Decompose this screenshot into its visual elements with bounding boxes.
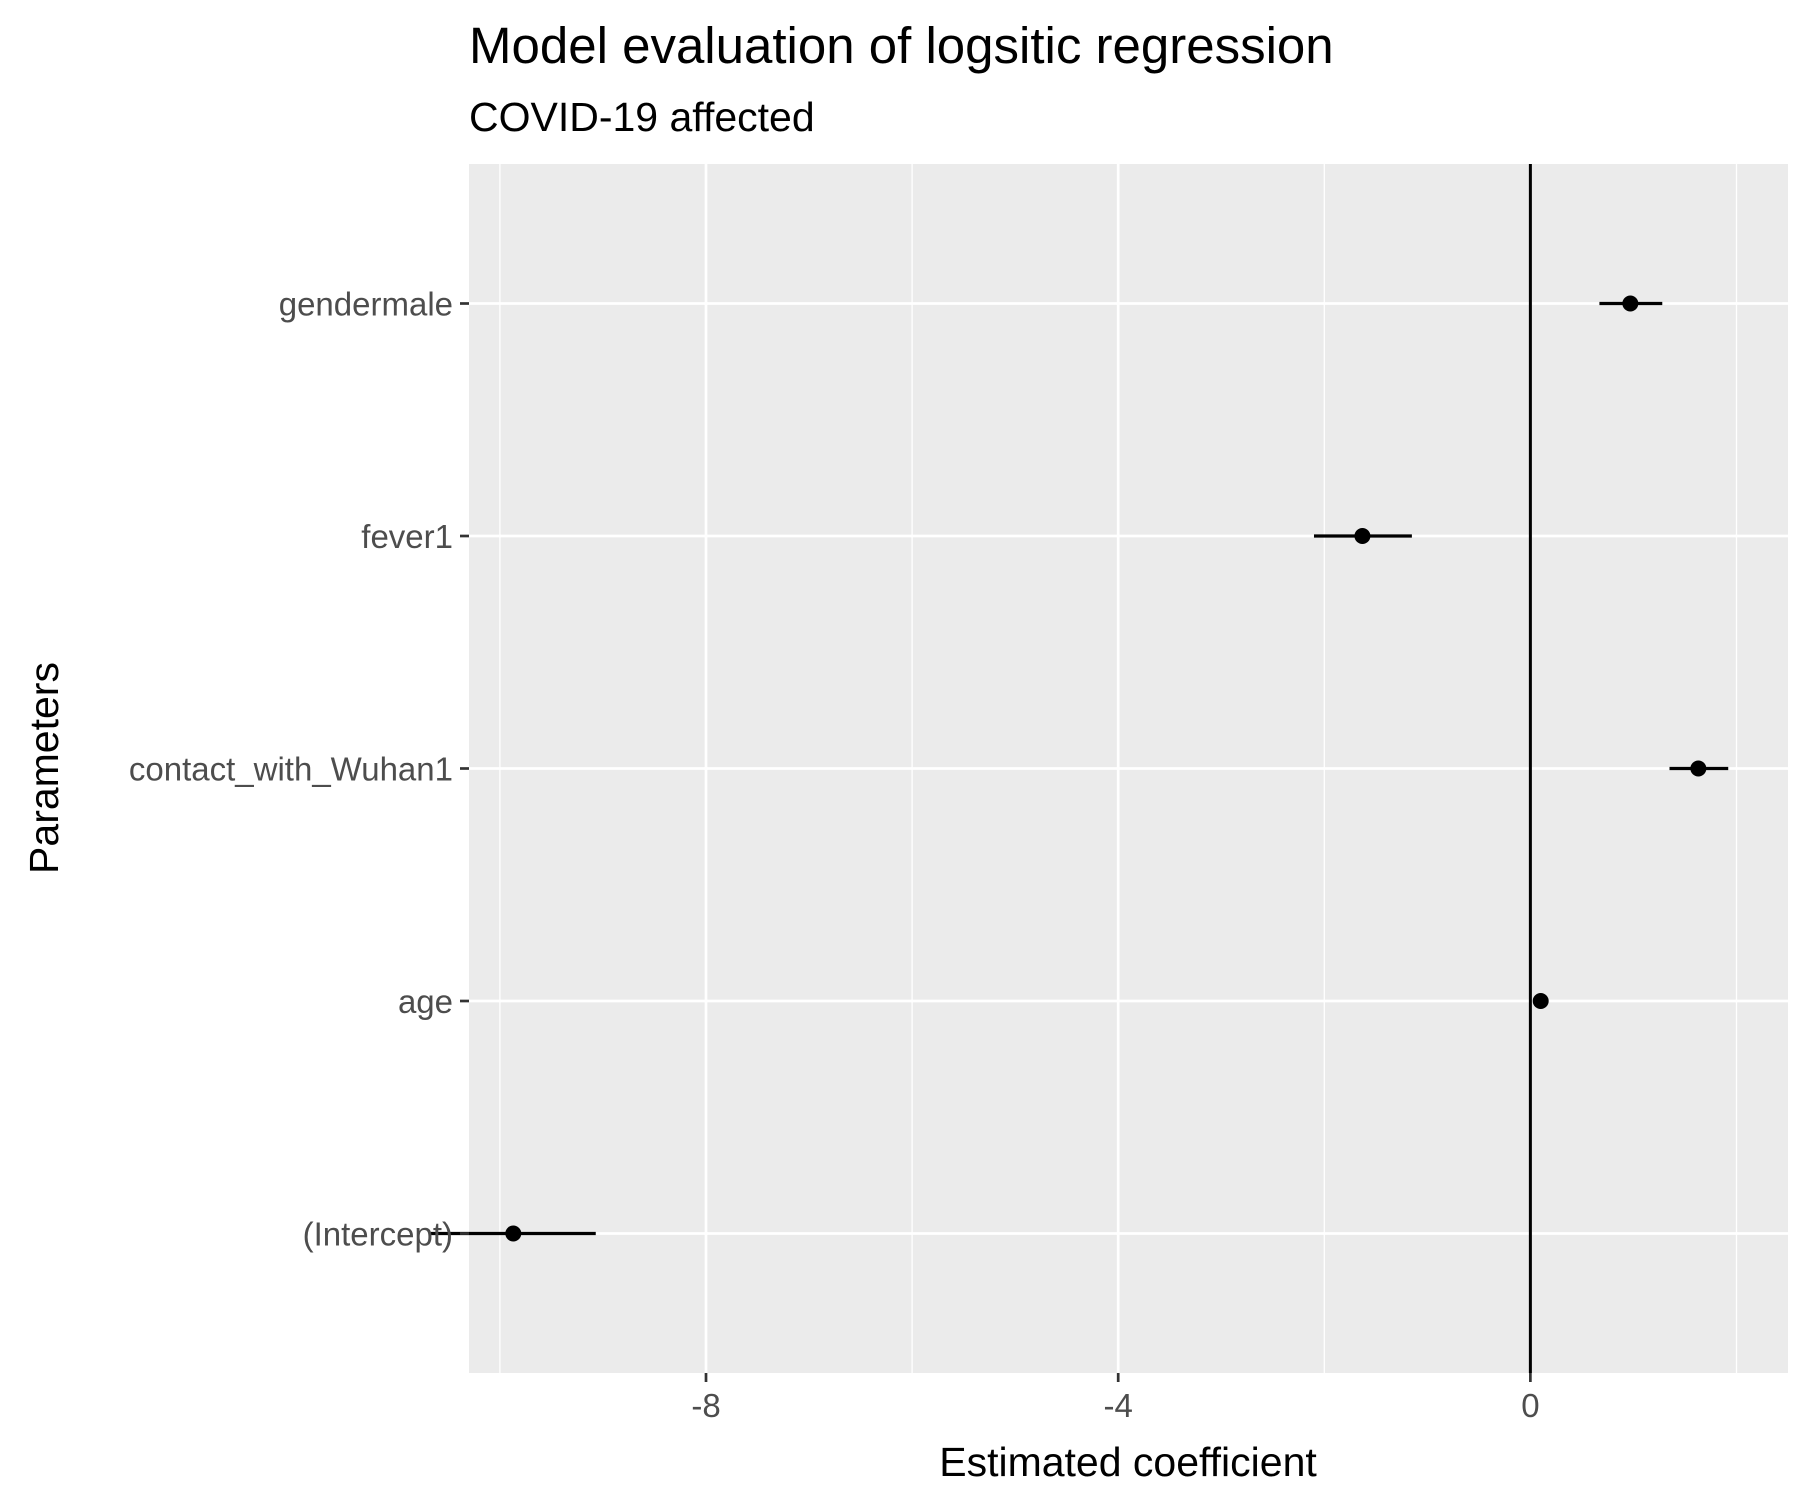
y-tick-label: age: [398, 983, 453, 1020]
y-tick-label: contact_with_Wuhan1: [129, 751, 453, 788]
chart-subtitle: COVID-19 affected: [469, 94, 815, 140]
x-tick-label: -4: [1104, 1387, 1133, 1424]
estimate-point-2: [1690, 760, 1707, 777]
estimate-point-1: [1354, 528, 1371, 544]
estimate-point-4: [505, 1225, 522, 1242]
x-tick-label: -8: [691, 1387, 720, 1424]
y-axis-title: Parameters: [21, 662, 67, 874]
estimate-point-3: [1532, 993, 1549, 1009]
y-tick-label: fever1: [361, 518, 453, 555]
x-axis: -8 -4 0: [691, 1373, 1540, 1424]
x-axis-title: Estimated coefficient: [939, 1439, 1317, 1485]
x-tick-label: 0: [1521, 1387, 1539, 1424]
y-tick-label: (Intercept): [303, 1216, 453, 1253]
y-tick-label: gendermale: [279, 286, 453, 323]
estimate-point-0: [1622, 295, 1639, 312]
chart-title: Model evaluation of logsitic regression: [469, 17, 1334, 74]
estimate-points: [505, 295, 1707, 1242]
